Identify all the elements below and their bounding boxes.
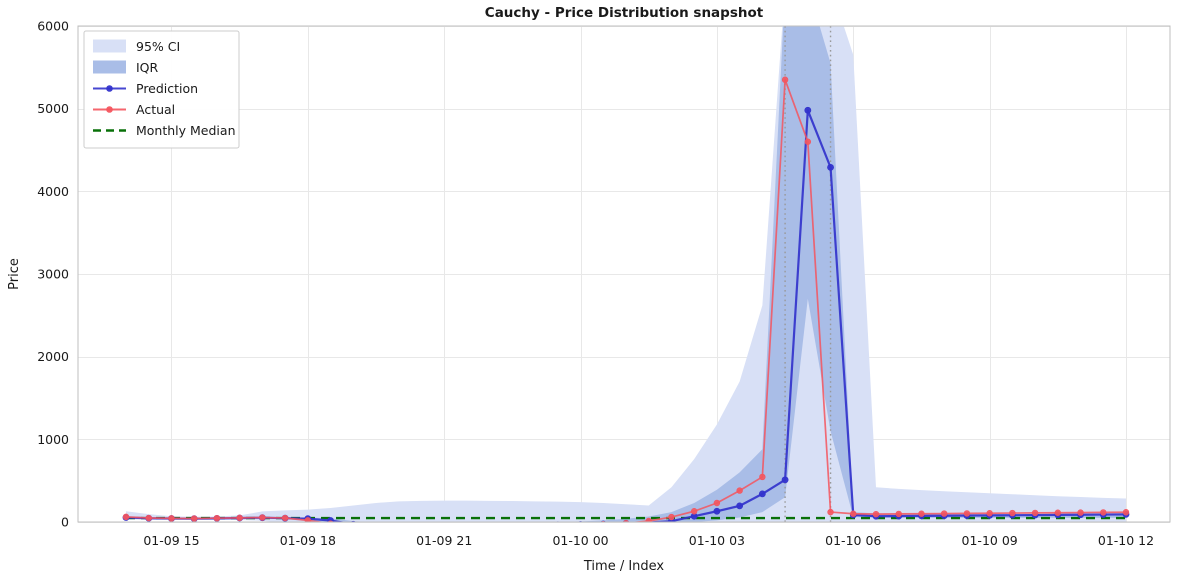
legend-swatch-iqr bbox=[93, 60, 126, 74]
data-point-actual bbox=[668, 513, 675, 521]
y-tick-label: 6000 bbox=[37, 19, 69, 34]
x-tick-label: 01-10 00 bbox=[552, 533, 608, 548]
chart-title: Cauchy - Price Distribution snapshot bbox=[485, 5, 764, 21]
y-tick-label: 0 bbox=[61, 515, 69, 530]
data-point-actual bbox=[986, 510, 993, 517]
legend-label: Prediction bbox=[136, 81, 198, 96]
event-marker-lines bbox=[784, 26, 832, 522]
data-point-actual bbox=[872, 510, 880, 518]
x-tick-label: 01-09 15 bbox=[143, 533, 199, 548]
y-tick-label: 5000 bbox=[37, 101, 69, 116]
legend-label: Actual bbox=[136, 102, 175, 117]
data-point-actual bbox=[1031, 509, 1039, 517]
data-point-actual bbox=[963, 510, 971, 517]
series-line-actual bbox=[125, 78, 1127, 522]
data-point-actual bbox=[1009, 509, 1016, 517]
y-axis-ticks: 0 1000 2000 3000 4000 5000 6000 bbox=[37, 19, 69, 530]
x-tick-label: 01-09 18 bbox=[280, 533, 336, 548]
data-point-actual bbox=[1077, 509, 1084, 516]
data-point-actual bbox=[804, 138, 812, 145]
data-point-prediction bbox=[736, 502, 744, 510]
data-point-prediction bbox=[804, 106, 812, 114]
legend-label: IQR bbox=[136, 60, 159, 75]
data-point-actual bbox=[940, 510, 948, 517]
data-point-actual bbox=[1100, 509, 1107, 516]
data-series bbox=[122, 76, 1130, 522]
data-point-actual bbox=[918, 510, 925, 517]
legend-label: 95% CI bbox=[136, 39, 180, 54]
data-point-actual bbox=[736, 487, 743, 494]
legend-label: Monthly Median bbox=[136, 123, 236, 138]
data-point-actual bbox=[190, 515, 198, 522]
data-point-actual bbox=[168, 515, 175, 522]
x-tick-label: 01-10 03 bbox=[689, 533, 745, 548]
data-point-actual bbox=[690, 508, 698, 515]
data-point-actual bbox=[645, 517, 652, 522]
data-point-actual bbox=[259, 514, 266, 521]
x-tick-label: 01-10 09 bbox=[962, 533, 1018, 548]
legend-marker-prediction bbox=[106, 85, 113, 92]
y-tick-label: 3000 bbox=[37, 267, 69, 282]
y-tick-label: 4000 bbox=[37, 184, 69, 199]
data-point-actual bbox=[236, 514, 243, 522]
data-point-actual bbox=[145, 514, 152, 522]
data-point-actual bbox=[213, 514, 221, 522]
data-point-actual bbox=[1054, 509, 1062, 516]
data-point-actual bbox=[850, 510, 857, 517]
plot-area-border bbox=[77, 25, 1171, 523]
data-point-prediction bbox=[827, 163, 834, 171]
x-tick-label: 01-09 21 bbox=[416, 533, 472, 548]
data-point-actual bbox=[713, 499, 721, 507]
data-point-actual bbox=[759, 473, 766, 481]
data-point-actual bbox=[781, 76, 789, 83]
data-point-actual bbox=[304, 517, 312, 522]
x-axis-label: Time / Index bbox=[583, 559, 665, 574]
legend-swatch-95-ci bbox=[93, 39, 126, 53]
chart-legend: 95% CI IQR Prediction Actual Monthly Median bbox=[83, 30, 240, 149]
data-point-prediction bbox=[758, 490, 766, 498]
y-tick-label: 1000 bbox=[37, 432, 69, 447]
x-tick-label: 01-10 12 bbox=[1098, 533, 1154, 548]
data-point-actual bbox=[122, 513, 130, 521]
data-point-actual bbox=[827, 508, 834, 516]
legend-marker-actual bbox=[106, 106, 113, 113]
x-tick-label: 01-10 06 bbox=[825, 533, 881, 548]
legend-background bbox=[83, 30, 240, 149]
data-point-actual bbox=[1122, 509, 1130, 516]
y-tick-label: 2000 bbox=[37, 349, 69, 364]
data-point-prediction bbox=[781, 476, 789, 484]
y-axis-label: Price bbox=[7, 258, 22, 290]
data-point-actual bbox=[895, 510, 902, 518]
data-point-prediction bbox=[713, 507, 721, 515]
data-point-actual bbox=[281, 514, 289, 522]
x-axis-ticks: 01-09 15 01-09 18 01-09 21 01-10 00 01-10 03… bbox=[143, 533, 1154, 548]
